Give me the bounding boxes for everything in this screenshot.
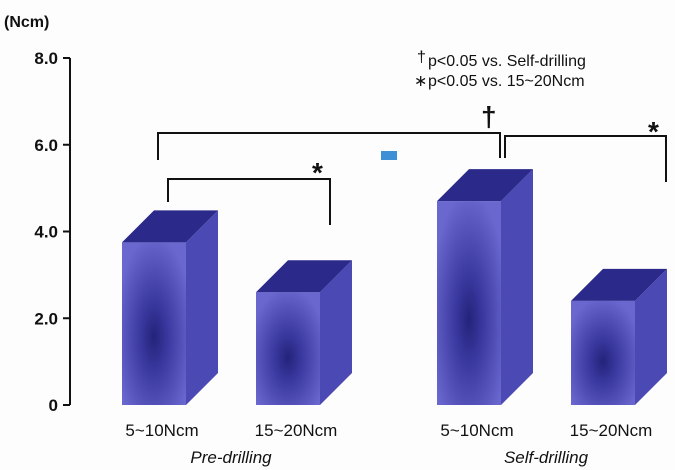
bar-front-face xyxy=(122,242,186,405)
y-tick-label: 2.0 xyxy=(34,309,58,328)
legend-text-dagger: p<0.05 vs. Self-drilling xyxy=(428,53,586,70)
y-tick-label: 0 xyxy=(49,396,58,415)
bar-side-face xyxy=(501,169,533,405)
bar-side-face xyxy=(320,260,352,405)
x-category-label: 15~20Ncm xyxy=(255,421,338,440)
bar-top-face xyxy=(571,268,667,301)
bracket-pre-vs-self xyxy=(157,132,501,160)
y-tick-label: 8.0 xyxy=(34,49,58,68)
legend-text-asterisk: p<0.05 vs. 15~20Ncm xyxy=(428,73,585,90)
marker-square xyxy=(381,151,397,160)
bar xyxy=(256,260,352,405)
bar-top-face xyxy=(122,210,218,243)
x-category-label: 5~10Ncm xyxy=(440,421,513,440)
legend: † p<0.05 vs. Self-drilling ∗ p<0.05 vs. … xyxy=(414,49,586,90)
bar-front-face xyxy=(256,292,320,405)
x-category-label: 15~20Ncm xyxy=(570,421,653,440)
x-group-label: Self-drilling xyxy=(504,448,589,467)
asterisk-mark-self-drilling: * xyxy=(648,116,659,147)
bar-front-face xyxy=(437,201,501,405)
legend-symbol-dagger: † xyxy=(417,49,426,66)
bar-front-face xyxy=(571,300,635,405)
y-axis-unit-label: (Ncm) xyxy=(4,14,49,31)
bar-side-face xyxy=(186,210,218,405)
bar-top-face xyxy=(437,169,533,202)
dagger-mark: † xyxy=(481,101,497,132)
x-group-label: Pre-drilling xyxy=(190,448,272,467)
bar xyxy=(437,169,533,405)
y-tick-label: 4.0 xyxy=(34,223,58,242)
bar xyxy=(122,210,218,405)
bar-top-face xyxy=(256,260,352,293)
bracket-pre-drilling-5-vs-15 xyxy=(167,178,331,225)
x-category-label: 5~10Ncm xyxy=(125,421,198,440)
bracket-self-drilling-5-vs-15 xyxy=(504,135,667,182)
y-tick-label: 6.0 xyxy=(34,136,58,155)
bar xyxy=(571,268,667,405)
asterisk-mark-pre-drilling: * xyxy=(312,157,323,188)
bar-side-face xyxy=(635,268,667,405)
legend-symbol-asterisk: ∗ xyxy=(414,73,427,90)
